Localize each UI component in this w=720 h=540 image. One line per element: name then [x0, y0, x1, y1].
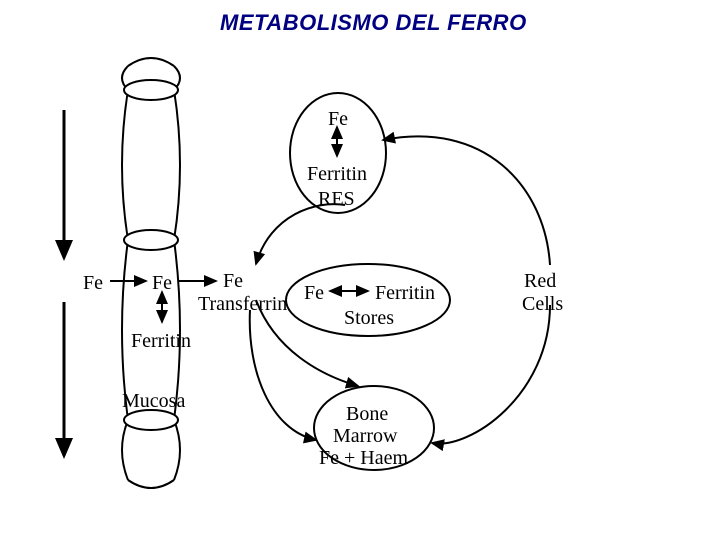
diagram-stage: METABOLISMO DEL FERRO FeFerritinRESFeFeF… [0, 0, 720, 540]
node-stores: Stores [344, 307, 394, 329]
node-ferritin_store: Ferritin [375, 282, 435, 304]
node-fe_left_in: Fe [152, 272, 172, 294]
node-transferrin2: Transferrin [198, 293, 287, 315]
node-fe_top: Fe [328, 108, 348, 130]
node-transferrin1: Fe [223, 270, 243, 292]
node-red_cells1: Red [524, 270, 556, 292]
node-bone: Bone [346, 403, 388, 425]
node-fe_left_out: Fe [83, 272, 103, 294]
node-fe_store: Fe [304, 282, 324, 304]
node-red_cells2: Cells [522, 293, 563, 315]
node-marrow: Marrow [333, 425, 397, 447]
node-fehaem: Fe + Haem [319, 447, 408, 469]
node-ferritin_muc: Ferritin [131, 330, 191, 352]
node-res: RES [318, 188, 355, 210]
node-ferritin_top: Ferritin [307, 163, 367, 185]
node-mucosa: Mucosa [122, 390, 185, 412]
